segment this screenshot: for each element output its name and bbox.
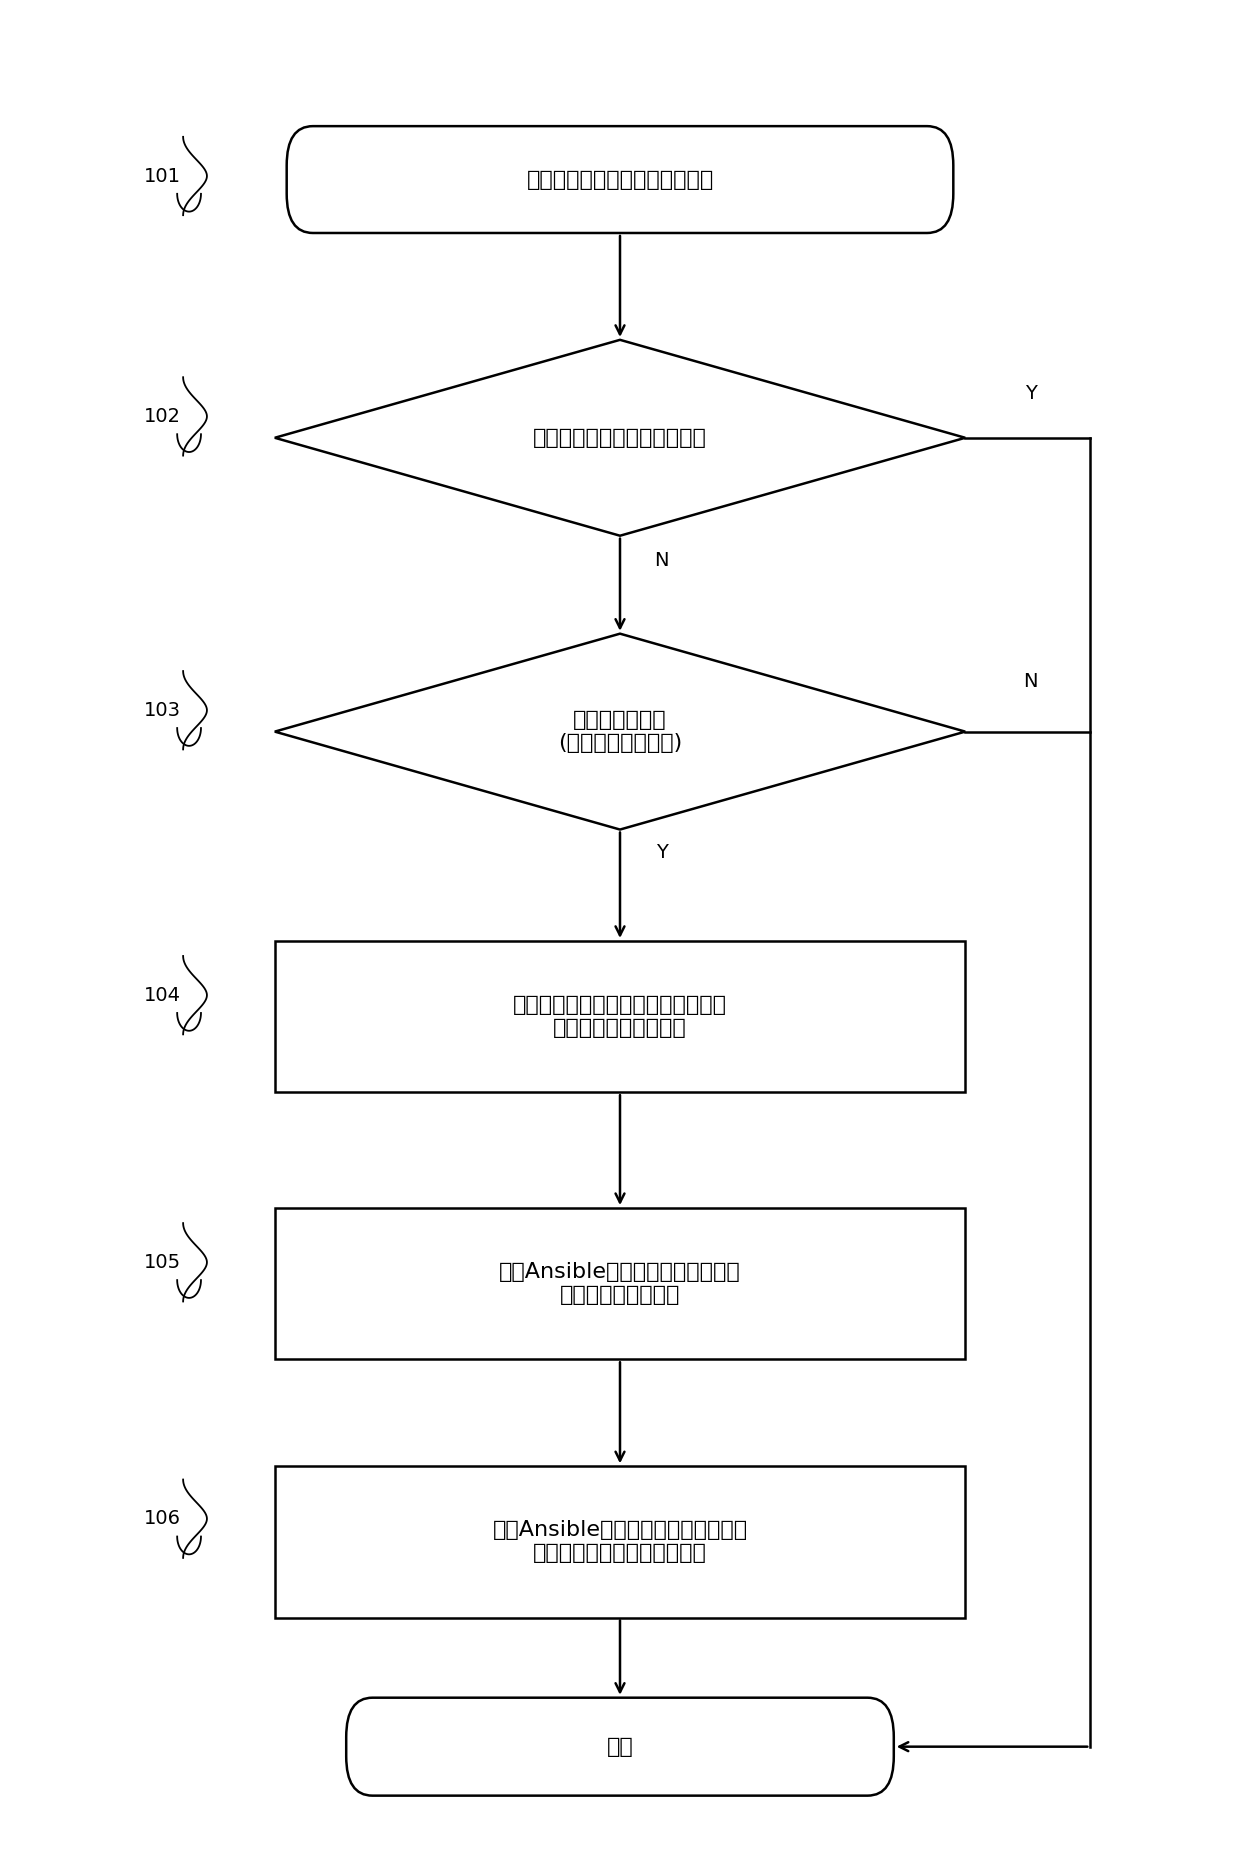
FancyBboxPatch shape [286, 126, 954, 234]
Text: 定时器触发对计算节点组的监控: 定时器触发对计算节点组的监控 [526, 169, 714, 189]
Polygon shape [275, 634, 965, 829]
Text: 通过Ansible自动启动控制节点相关的
容器服务，加入到控制节点组: 通过Ansible自动启动控制节点相关的 容器服务，加入到控制节点组 [492, 1521, 748, 1564]
Text: 105: 105 [144, 1252, 181, 1273]
Text: 101: 101 [144, 167, 181, 186]
Polygon shape [275, 339, 965, 536]
Text: Y: Y [1024, 384, 1037, 403]
Text: 103: 103 [144, 701, 181, 720]
Text: 判断控制节点组状态是否正常: 判断控制节点组状态是否正常 [533, 429, 707, 447]
Bar [275, 940, 965, 1093]
Text: 106: 106 [144, 1510, 181, 1529]
Text: N: N [655, 551, 668, 569]
Bar [275, 1465, 965, 1618]
Text: Y: Y [656, 844, 667, 863]
Text: 请求管理员确认
(可配置为静默方式): 请求管理员确认 (可配置为静默方式) [558, 710, 682, 753]
Text: 102: 102 [144, 406, 181, 427]
Text: 104: 104 [144, 985, 181, 1005]
Text: N: N [1023, 672, 1038, 692]
Text: 从可切换计算节点组中通过选举算法
选举出待切换计算节点: 从可切换计算节点组中通过选举算法 选举出待切换计算节点 [513, 994, 727, 1039]
Bar [275, 1208, 965, 1360]
Text: 通过Ansible自动清理该节点上的容
器，保留操作系统层: 通过Ansible自动清理该节点上的容 器，保留操作系统层 [500, 1261, 740, 1306]
Text: 结束: 结束 [606, 1736, 634, 1757]
FancyBboxPatch shape [346, 1697, 894, 1796]
